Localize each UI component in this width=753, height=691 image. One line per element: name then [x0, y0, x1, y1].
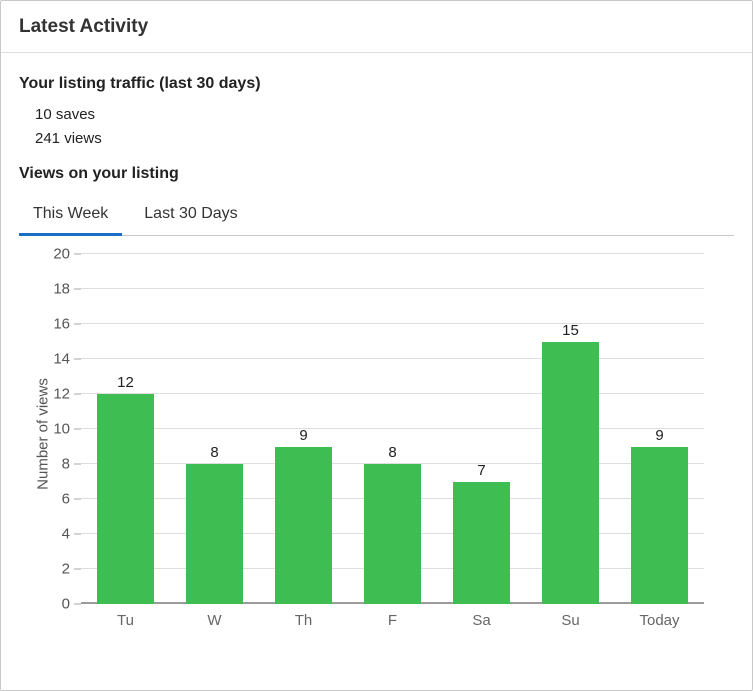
bar-value-label: 9	[655, 426, 664, 444]
bar-value-label: 8	[210, 444, 219, 461]
y-tick-label: 4	[61, 525, 70, 543]
y-tick-mark	[74, 428, 81, 430]
bar-tu	[97, 394, 154, 604]
bar-value-label: 12	[117, 374, 134, 391]
views-stat: 241 views	[35, 130, 102, 147]
gridline	[81, 428, 704, 429]
bar-today	[631, 446, 688, 604]
y-tick-label: 2	[61, 560, 70, 578]
views-bar-chart: Number of views 12 8 9 8 7 15 9 0 2 4 6 8 10 12 14 16 1…	[19, 246, 734, 629]
y-tick-mark	[74, 393, 81, 395]
x-tick-label: W	[207, 612, 222, 629]
bar-value-label: 8	[388, 444, 397, 461]
y-tick-label: 18	[53, 280, 70, 298]
y-tick-mark	[74, 498, 81, 500]
traffic-heading: Your listing traffic (last 30 days)	[19, 75, 261, 92]
bar-group-th: 9	[259, 254, 348, 604]
bar-group-su: 15	[526, 254, 615, 604]
x-tick-label: Sa	[472, 612, 491, 629]
y-tick-label: 6	[61, 490, 70, 508]
card-title: Latest Activity	[19, 16, 149, 37]
bar-group-f: 8	[348, 254, 437, 604]
bar-group-today: 9	[615, 254, 704, 604]
saves-stat: 10 saves	[35, 106, 96, 123]
x-axis-labels: Tu W Th F Sa Su Today	[81, 612, 704, 629]
x-tick-label: Th	[294, 612, 313, 629]
bar-value-label: 7	[477, 461, 486, 479]
chart-plot-area: 12 8 9 8 7 15 9 0 2 4 6 8 10 12 14 16 18 20	[53, 246, 704, 613]
bar-th	[275, 446, 332, 604]
y-tick-mark	[74, 358, 81, 360]
bar-f	[364, 464, 421, 604]
x-tick-label: Tu	[117, 612, 134, 629]
bar-value-label: 15	[562, 321, 579, 339]
y-tick-label: 10	[53, 420, 70, 438]
bar-value-label: 9	[299, 426, 308, 444]
gridline	[81, 463, 704, 464]
gridline	[81, 393, 704, 394]
y-axis-title: Number of views	[34, 378, 52, 490]
card-header: Latest Activity	[1, 1, 752, 53]
y-tick-label: 20	[53, 245, 70, 263]
y-tick-mark	[74, 323, 81, 325]
x-tick-label: Today	[639, 612, 680, 629]
y-tick-mark	[74, 533, 81, 535]
tab-this-week[interactable]: This Week	[19, 193, 123, 236]
card-body: Your listing traffic (last 30 days) 10 s…	[1, 75, 752, 629]
gridline	[81, 358, 704, 359]
y-tick-label: 8	[61, 455, 70, 473]
views-heading: Views on your listing	[19, 165, 179, 182]
tab-last-30-days[interactable]: Last 30 Days	[144, 205, 238, 222]
bar-su	[542, 341, 599, 604]
y-tick-label: 12	[53, 385, 70, 403]
y-tick-mark	[74, 568, 81, 570]
bar-group-w: 8	[170, 254, 259, 604]
bars-container: 12 8 9 8 7 15 9	[81, 254, 704, 604]
y-tick-mark	[74, 603, 81, 605]
bar-group-sa: 7	[437, 254, 526, 604]
tab-bar: This Week Last 30 Days	[19, 193, 734, 236]
gridline	[81, 323, 704, 324]
x-tick-label: Su	[561, 612, 580, 629]
gridline	[81, 288, 704, 289]
y-tick-mark	[74, 463, 81, 465]
y-tick-mark	[74, 288, 81, 290]
y-tick-label: 0	[61, 595, 70, 613]
y-tick-mark	[74, 253, 81, 255]
x-tick-label: F	[387, 612, 398, 629]
gridline	[81, 253, 704, 254]
y-tick-label: 16	[53, 315, 70, 333]
y-tick-label: 14	[53, 350, 70, 368]
bar-group-tu: 12	[81, 254, 170, 604]
bar-sa	[453, 481, 510, 604]
bar-w	[186, 464, 243, 604]
